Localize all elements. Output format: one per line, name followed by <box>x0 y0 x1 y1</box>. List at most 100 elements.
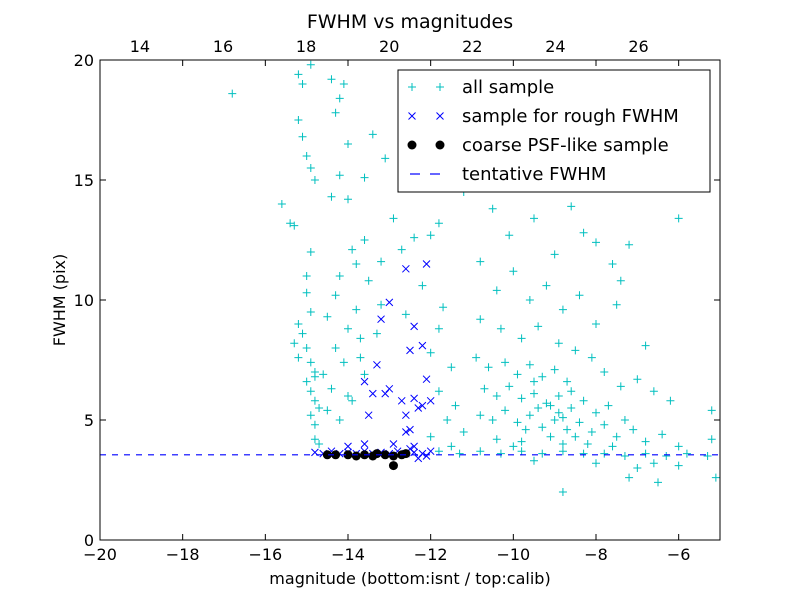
y-tick-label: 20 <box>74 51 94 70</box>
x-tick-label: −6 <box>667 545 691 564</box>
legend-label: all sample <box>462 77 554 98</box>
data-point <box>620 416 629 424</box>
data-point <box>517 437 526 446</box>
data-point <box>306 164 315 172</box>
data-point <box>286 219 295 228</box>
legend-label: coarse PSF-like sample <box>462 135 669 156</box>
data-point <box>343 450 353 460</box>
legend-label: tentative FWHM <box>462 164 606 185</box>
data-point <box>426 432 435 441</box>
data-point <box>360 440 369 448</box>
data-point <box>579 449 588 458</box>
series-all-sample <box>228 60 720 496</box>
data-point <box>476 447 485 456</box>
data-point <box>641 341 650 350</box>
data-point <box>567 404 576 412</box>
data-point <box>513 418 522 427</box>
data-point <box>542 399 551 408</box>
data-point <box>517 334 526 343</box>
legend-marker <box>436 83 444 91</box>
y-tick-label: 5 <box>84 411 94 430</box>
legend-marker <box>435 140 445 150</box>
data-point <box>401 310 410 319</box>
data-point <box>674 214 683 223</box>
legend-label: sample for rough FWHM <box>462 106 679 127</box>
data-point <box>612 300 621 309</box>
data-point <box>459 428 468 436</box>
data-point <box>476 315 485 324</box>
data-point <box>571 346 580 355</box>
data-point <box>310 435 319 444</box>
y-axis-label: FWHM (pix) <box>50 254 69 347</box>
data-point <box>451 401 460 410</box>
legend-item: sample for rough FWHM <box>408 106 679 127</box>
data-point <box>616 276 625 285</box>
data-point <box>534 404 543 412</box>
data-point <box>426 396 435 405</box>
data-point <box>323 406 332 415</box>
data-point <box>377 257 386 266</box>
data-point <box>410 442 418 451</box>
data-point <box>443 416 452 424</box>
data-point <box>294 353 303 362</box>
y-tick-label: 0 <box>84 531 94 550</box>
data-point <box>306 60 315 69</box>
data-point <box>388 461 398 471</box>
data-point <box>434 219 443 228</box>
data-point <box>492 286 501 295</box>
data-point <box>703 452 712 460</box>
data-point <box>377 315 385 324</box>
data-point <box>674 442 683 451</box>
legend-marker <box>408 83 416 91</box>
data-point <box>306 308 315 316</box>
legend-item: all sample <box>408 77 554 98</box>
data-point <box>331 291 340 300</box>
data-point <box>587 353 596 362</box>
data-point <box>368 130 377 139</box>
data-point <box>501 358 510 367</box>
data-point <box>505 382 514 391</box>
data-point <box>538 449 547 458</box>
data-point <box>426 231 435 240</box>
data-point <box>579 396 588 405</box>
data-point <box>348 396 357 405</box>
data-point <box>380 450 390 460</box>
legend: all sample sample for rough FWHM coarse PS… <box>397 69 711 193</box>
data-point <box>397 245 406 254</box>
data-point <box>310 176 319 184</box>
data-point <box>534 322 543 331</box>
data-point <box>306 248 315 256</box>
data-point <box>360 236 369 244</box>
legend-marker <box>407 140 417 150</box>
data-point <box>414 404 423 412</box>
data-point <box>331 344 340 352</box>
data-point <box>406 346 414 355</box>
data-point <box>348 245 357 254</box>
data-point <box>344 195 352 204</box>
data-point <box>335 171 344 180</box>
data-point <box>583 440 592 448</box>
data-point <box>509 442 518 451</box>
data-point <box>422 260 431 268</box>
data-point <box>290 221 299 230</box>
data-point <box>277 200 286 208</box>
data-point <box>612 432 621 441</box>
data-point <box>571 432 580 441</box>
top-tick-label: 16 <box>213 37 233 56</box>
data-point <box>707 435 716 444</box>
data-point <box>402 264 410 273</box>
data-point <box>567 202 576 211</box>
data-point <box>542 281 551 290</box>
data-point <box>418 401 427 410</box>
data-point <box>488 204 497 213</box>
data-point <box>315 440 324 448</box>
data-point <box>608 260 617 268</box>
data-point <box>492 392 501 400</box>
data-point <box>302 152 311 160</box>
data-point <box>294 116 303 124</box>
data-point <box>364 276 373 285</box>
data-point <box>434 324 443 333</box>
data-point <box>600 420 609 429</box>
data-point <box>633 464 642 472</box>
